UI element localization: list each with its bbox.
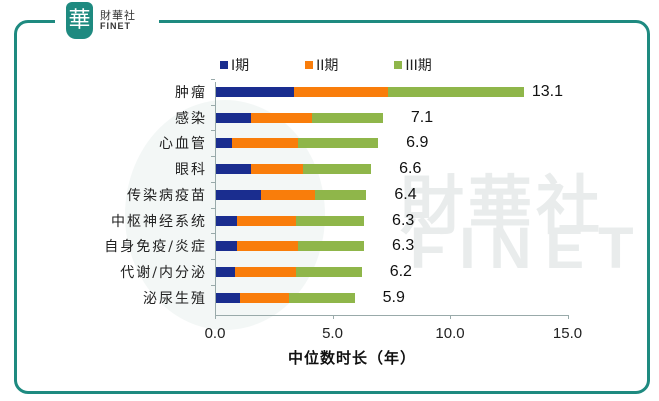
y-tick <box>211 284 215 286</box>
category-label: 眼科 <box>175 162 207 179</box>
y-tick <box>211 130 215 132</box>
bar-segment-phase-3 <box>302 164 372 175</box>
x-tick <box>450 315 451 319</box>
legend-label: II期 <box>316 58 339 74</box>
bar-segment-phase-3 <box>298 241 365 252</box>
bar-segment-phase-2 <box>239 292 289 303</box>
total-value-label: 6.6 <box>399 160 422 178</box>
total-value-label: 6.9 <box>406 134 429 152</box>
legend-swatch-icon <box>305 61 314 69</box>
stacked-bar <box>216 138 379 149</box>
y-tick <box>211 104 215 106</box>
chart-legend: I期 II期 III期 <box>220 55 432 75</box>
bar-segment-phase-1 <box>216 87 294 97</box>
watermark-en: FINET <box>410 216 648 281</box>
y-tick <box>211 207 215 209</box>
legend-label: I期 <box>231 58 250 74</box>
bar-segment-phase-1 <box>216 189 261 200</box>
y-tick <box>211 181 215 183</box>
x-tick-label: 15.0 <box>552 325 583 342</box>
bar-segment-phase-2 <box>293 87 388 97</box>
bar-segment-phase-2 <box>237 215 296 226</box>
stacked-bar <box>216 215 365 226</box>
logo-name-cn: 財華社 <box>100 9 136 22</box>
total-value-label: 6.3 <box>392 237 415 255</box>
category-label: 中枢神经系统 <box>111 213 207 230</box>
category-label: 感染 <box>175 110 207 127</box>
bar-segment-phase-1 <box>216 241 238 252</box>
total-value-label: 6.2 <box>389 262 412 280</box>
x-axis <box>215 315 568 316</box>
total-value-label: 13.1 <box>531 83 563 100</box>
bar-segment-phase-3 <box>288 292 355 303</box>
finet-logo-icon: 華 <box>66 2 93 39</box>
stacked-bar <box>216 292 355 303</box>
total-value-label: 6.4 <box>394 185 417 203</box>
bar-segment-phase-3 <box>312 112 383 123</box>
category-label: 传染病疫苗 <box>127 187 207 204</box>
bar-segment-phase-2 <box>232 138 299 149</box>
watermark-cn: 財華社 <box>400 170 604 244</box>
bar-segment-phase-1 <box>216 215 238 226</box>
stacked-bar <box>216 112 383 123</box>
x-tick <box>332 315 334 319</box>
bar-segment-phase-3 <box>387 87 524 97</box>
total-value-label: 7.1 <box>410 108 434 126</box>
bar-segment-phase-2 <box>251 112 313 123</box>
stacked-bar <box>216 164 372 175</box>
bar-segment-phase-1 <box>216 138 233 149</box>
stacked-bar <box>216 241 365 252</box>
x-axis-title: 中位数时长（年） <box>288 349 417 367</box>
legend-item: III期 <box>394 55 432 75</box>
x-tick-label: 0.0 <box>204 325 226 342</box>
category-label: 自身免疫/炎症 <box>104 239 207 256</box>
logo-name-en: FINET <box>100 21 131 31</box>
bar-segment-phase-1 <box>216 112 252 123</box>
bar-segment-phase-2 <box>237 241 299 252</box>
bar-segment-phase-2 <box>234 266 296 277</box>
watermark-logo-shape <box>125 100 325 330</box>
bar-segment-phase-3 <box>295 266 362 277</box>
total-value-label: 5.9 <box>382 288 405 306</box>
legend-item: I期 <box>220 55 249 75</box>
x-tick <box>215 315 216 319</box>
x-tick-label: 10.0 <box>435 325 465 342</box>
legend-swatch-icon <box>394 61 403 69</box>
y-tick <box>211 233 215 235</box>
legend-item: II期 <box>305 55 338 75</box>
legend-label: III期 <box>405 58 432 74</box>
legend-swatch-icon <box>220 61 228 69</box>
category-label: 肿瘤 <box>175 85 207 101</box>
y-tick <box>211 258 215 260</box>
x-tick <box>567 315 569 319</box>
category-label: 代谢/内分泌 <box>120 264 207 281</box>
bar-segment-phase-2 <box>260 189 315 200</box>
bar-segment-phase-3 <box>298 138 379 149</box>
stacked-bar <box>216 189 367 200</box>
chart-frame <box>14 20 650 394</box>
bar-segment-phase-2 <box>251 164 303 175</box>
stacked-bar <box>216 266 362 277</box>
y-axis <box>215 82 216 316</box>
stacked-bar <box>216 87 524 97</box>
x-tick-label: 5.0 <box>322 325 343 342</box>
y-tick <box>211 156 215 158</box>
bar-segment-phase-1 <box>216 292 240 303</box>
bar-segment-phase-1 <box>216 164 252 175</box>
total-value-label: 6.3 <box>392 211 415 229</box>
category-label: 泌尿生殖 <box>143 290 207 307</box>
category-label: 心血管 <box>159 136 207 153</box>
bar-segment-phase-3 <box>314 189 367 200</box>
bar-segment-phase-1 <box>216 266 235 277</box>
y-tick <box>211 79 215 80</box>
bar-segment-phase-3 <box>295 215 365 226</box>
